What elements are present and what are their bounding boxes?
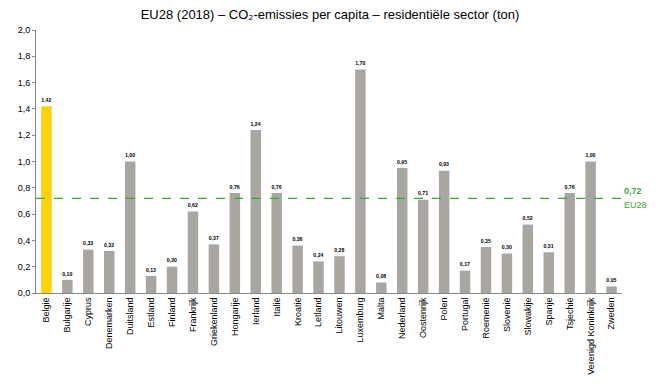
svg-text:0,8: 0,8 — [18, 183, 31, 193]
svg-text:Estland: Estland — [146, 298, 156, 328]
svg-text:Griekenland: Griekenland — [209, 298, 219, 347]
svg-text:0,36: 0,36 — [292, 236, 302, 242]
svg-text:0,2: 0,2 — [18, 262, 31, 272]
svg-text:Roemenië: Roemenië — [481, 298, 491, 339]
svg-text:0,52: 0,52 — [523, 215, 533, 221]
svg-text:Spanje: Spanje — [544, 298, 554, 326]
svg-text:0,20: 0,20 — [167, 257, 177, 263]
svg-text:0,28: 0,28 — [334, 247, 344, 253]
svg-text:1,8: 1,8 — [18, 51, 31, 61]
svg-text:Ierland: Ierland — [251, 298, 261, 326]
svg-text:1,2: 1,2 — [18, 130, 31, 140]
svg-text:Frankrijk: Frankrijk — [188, 297, 198, 332]
svg-text:Finland: Finland — [167, 298, 177, 328]
svg-text:Slovenië: Slovenië — [502, 298, 512, 333]
svg-text:0,31: 0,31 — [544, 243, 554, 249]
svg-text:0,35: 0,35 — [481, 238, 491, 244]
svg-text:0,72: 0,72 — [624, 186, 642, 196]
svg-text:0,76: 0,76 — [271, 184, 281, 190]
svg-text:Letland: Letland — [313, 298, 323, 328]
svg-text:Verenigd Koninkrijk: Verenigd Koninkrijk — [586, 297, 596, 375]
svg-text:Hongarije: Hongarije — [230, 298, 240, 337]
svg-text:0,24: 0,24 — [313, 252, 323, 258]
svg-text:Tsjechië: Tsjechië — [565, 298, 575, 331]
svg-text:1,4: 1,4 — [18, 104, 31, 114]
svg-text:0,32: 0,32 — [104, 242, 114, 248]
svg-text:Duitsland: Duitsland — [125, 298, 135, 336]
svg-text:Polen: Polen — [439, 298, 449, 321]
svg-text:0,6: 0,6 — [18, 209, 31, 219]
svg-text:EU28 (2018) – CO₂-emissies per: EU28 (2018) – CO₂-emissies per capita – … — [141, 7, 520, 22]
svg-text:2,0: 2,0 — [18, 25, 31, 35]
svg-text:1,00: 1,00 — [125, 152, 135, 158]
svg-text:0,93: 0,93 — [439, 161, 449, 167]
svg-text:0,62: 0,62 — [188, 202, 198, 208]
svg-text:Nederland: Nederland — [397, 298, 407, 340]
svg-text:Cyprus: Cyprus — [83, 297, 93, 326]
svg-text:Portugal: Portugal — [460, 298, 470, 332]
svg-text:Luxemburg: Luxemburg — [355, 298, 365, 343]
svg-text:0,76: 0,76 — [564, 184, 574, 190]
svg-text:0,17: 0,17 — [460, 261, 470, 267]
svg-text:0,4: 0,4 — [18, 236, 31, 246]
svg-text:1,42: 1,42 — [41, 97, 51, 103]
svg-text:Oostenrijk: Oostenrijk — [418, 297, 428, 338]
svg-text:0,0: 0,0 — [18, 288, 31, 298]
svg-text:Kroatië: Kroatië — [293, 298, 303, 327]
svg-text:Bulgarije: Bulgarije — [62, 298, 72, 333]
svg-text:Zweden: Zweden — [606, 298, 616, 330]
svg-text:0,95: 0,95 — [397, 159, 407, 165]
svg-text:0,10: 0,10 — [62, 271, 72, 277]
svg-text:0,33: 0,33 — [83, 240, 93, 246]
svg-text:0,37: 0,37 — [209, 235, 219, 241]
svg-text:EU28: EU28 — [624, 200, 647, 210]
svg-text:1,24: 1,24 — [251, 121, 261, 127]
svg-text:1,70: 1,70 — [355, 60, 365, 66]
svg-text:Denemarken: Denemarken — [104, 298, 114, 350]
svg-text:Italië: Italië — [272, 298, 282, 317]
svg-text:0,05: 0,05 — [606, 277, 616, 283]
svg-text:0,76: 0,76 — [230, 184, 240, 190]
svg-text:1,00: 1,00 — [585, 152, 595, 158]
svg-text:0,13: 0,13 — [146, 267, 156, 273]
svg-text:België: België — [41, 298, 51, 323]
svg-text:0,30: 0,30 — [502, 244, 512, 250]
svg-text:0,08: 0,08 — [376, 273, 386, 279]
svg-text:0,71: 0,71 — [418, 190, 428, 196]
svg-text:Litouwen: Litouwen — [334, 298, 344, 334]
svg-text:1,6: 1,6 — [18, 78, 31, 88]
svg-text:1,0: 1,0 — [18, 157, 31, 167]
svg-text:Slowakije: Slowakije — [523, 298, 533, 336]
svg-text:Malta: Malta — [376, 298, 386, 320]
